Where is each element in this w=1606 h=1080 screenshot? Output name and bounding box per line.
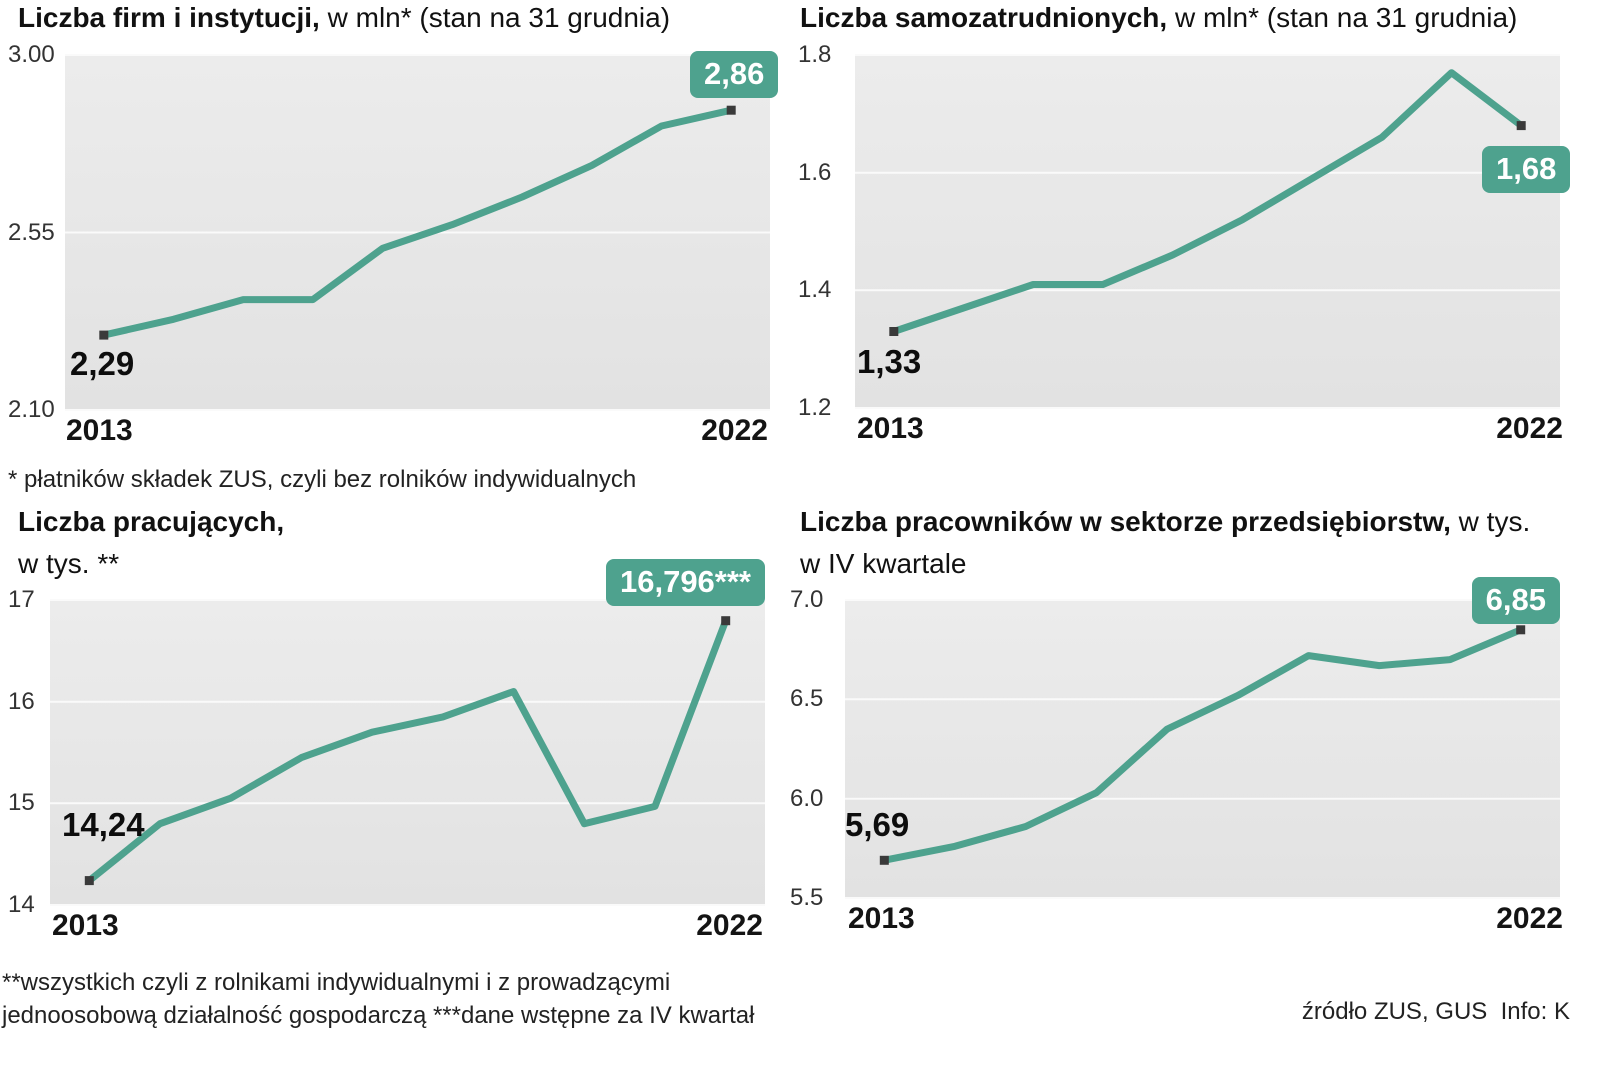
chart-subtitle-working: w tys. ** [18,547,119,581]
y-tick-label: 1.8 [798,41,832,68]
end-value-callout: 16,796*** [605,559,765,606]
y-tick-label: 2.55 [8,219,55,246]
y-tick-label: 6.5 [790,685,824,712]
x-tick-last: 2022 [696,909,763,942]
y-axis-selfemployed: 1.8 1.6 1.4 1.2 [798,42,850,421]
chart-subtitle-text: w IV kwartale [800,548,967,579]
data-line [880,626,1525,864]
chart-title-employees: Liczba pracowników w sektorze przedsiębi… [800,505,1530,539]
y-tick-label: 6.0 [790,785,824,812]
endpoint-marker [721,616,731,626]
endpoint-marker [99,330,109,340]
y-tick-label: 15 [8,789,35,816]
y-tick-label: 1.6 [798,159,832,186]
y-tick-label: 7.0 [790,586,824,613]
x-tick-last: 2022 [1496,902,1563,935]
line-chart-svg [845,599,1560,899]
chart-title-rest: w mln* (stan na 31 grudnia) [1167,2,1518,33]
x-tick-first: 2013 [52,909,119,942]
endpoint-marker [889,327,899,336]
plot-area-working [50,599,765,906]
data-line [100,106,735,339]
footnote-asterisk: * płatników składek ZUS, czyli bez rolni… [8,466,637,493]
endpoint-marker [84,876,94,886]
data-line [890,69,1525,335]
line-chart-svg [50,599,765,906]
start-value-label: 14,24 [62,806,145,843]
chart-subtitle-text: w tys. ** [18,548,120,579]
x-tick-last: 2022 [1496,412,1563,445]
chart-title-rest: w mln* (stan na 31 grudnia) [319,2,671,33]
y-tick-label: 1.2 [798,394,832,421]
y-tick-label: 3.00 [8,41,55,68]
chart-title-bold: Liczba firm i instytucji, [18,2,320,33]
y-tick-label: 1.4 [798,276,832,303]
end-value-callout: 1,68 [1482,146,1571,193]
source-credit: źródło ZUS, GUS Info: K [1301,998,1570,1025]
chart-title-working: Liczba pracujących, [18,505,284,539]
plot-area-employees [845,599,1560,899]
y-axis-working: 17 16 15 14 [8,587,60,918]
plot-area-selfemployed [855,54,1560,409]
chart-title-bold: Liczba pracowników w sektorze przedsiębi… [800,506,1451,537]
chart-title-selfemployed: Liczba samozatrudnionych, w mln* (stan n… [800,1,1517,35]
endpoint-marker [726,105,736,115]
footnote-double-asterisk: **wszystkich czyli z rolnikami indywidua… [2,966,754,1032]
footnote-line-2: jednoosobową działalność gospodarczą ***… [2,1002,755,1029]
data-line [85,617,730,885]
x-tick-first: 2013 [848,902,915,935]
end-value-callout: 2,86 [690,51,779,98]
chart-title-firms: Liczba firm i instytucji, w mln* (stan n… [18,1,670,35]
y-tick-label: 14 [8,891,35,918]
endpoint-marker [879,855,889,865]
x-tick-first: 2013 [857,412,924,445]
end-value-callout: 6,85 [1471,577,1560,624]
y-tick-label: 16 [8,688,35,715]
start-value-label: 2,29 [70,345,135,382]
y-tick-label: 17 [8,586,35,613]
chart-title-bold: Liczba pracujących, [18,506,285,537]
endpoint-marker [1516,121,1526,131]
start-value-label: 5,69 [845,806,910,843]
y-axis-firms: 3.00 2.55 2.10 [8,42,60,423]
x-tick-last: 2022 [701,414,768,447]
line-chart-svg [65,54,770,411]
start-value-label: 1,33 [857,343,922,380]
chart-subtitle-employees: w IV kwartale [800,547,967,581]
y-axis-employees: 7.0 6.5 6.0 5.5 [790,587,842,911]
line-chart-svg [855,54,1560,409]
x-tick-first: 2013 [66,414,133,447]
chart-title-bold: Liczba samozatrudnionych, [800,2,1168,33]
y-tick-label: 2.10 [8,396,55,423]
plot-area-firms [65,54,770,411]
chart-title-rest: w tys. [1450,506,1531,537]
y-tick-label: 5.5 [790,884,824,911]
endpoint-marker [1516,625,1526,635]
footnote-line-1: **wszystkich czyli z rolnikami indywidua… [2,969,671,996]
